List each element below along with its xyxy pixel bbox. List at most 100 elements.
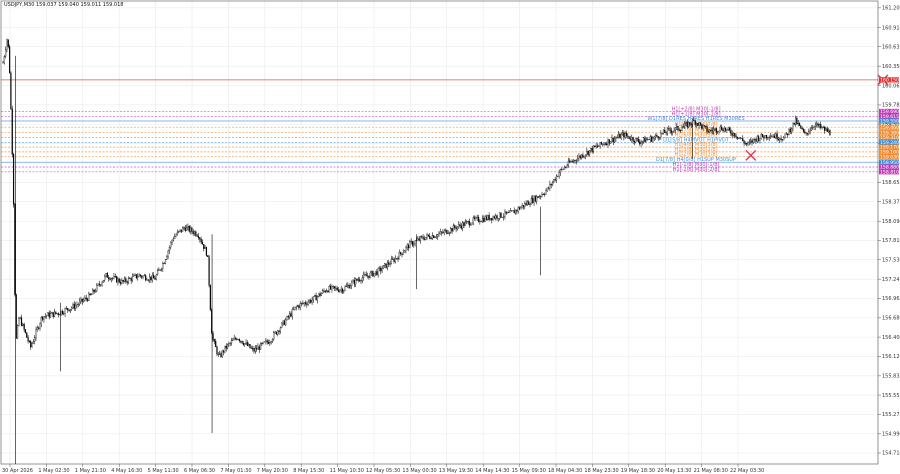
candle-body [657,136,659,139]
candle-body [484,216,486,222]
candle-body [12,154,15,205]
candle-body [689,122,691,125]
level-label: H1[+1/8] M30[-1/8] [671,112,720,118]
level-label: H1[+2/8] M30[-1/8] [671,106,720,112]
candle-body [559,169,562,173]
candle-body [347,285,349,287]
candle-body [76,304,78,306]
candle-body [709,129,711,133]
y-tick-label: 156.400 [882,335,900,341]
candle-body [330,286,332,290]
candle-body [588,150,591,155]
candle-body [86,298,89,301]
x-tick-label: 20 May 13:30 [657,468,691,474]
candle-body [228,343,230,345]
candle-body [162,263,164,269]
candle-body [677,126,679,131]
candle-body [558,172,560,177]
candle-body [67,308,69,311]
candle-body [212,333,214,340]
candle-body [283,320,285,325]
candle-body [209,285,211,310]
candle-body [402,252,404,255]
candle-body [579,155,581,158]
candle-body [736,136,739,139]
candle-body [138,274,140,277]
candle-body [131,276,134,281]
candle-body [11,108,13,155]
candle-body [303,302,305,304]
candle-body [587,150,589,155]
candle-body [236,338,238,340]
candle-body [550,183,552,186]
candle-body [489,217,492,220]
candle-body [706,126,708,132]
candle-body [719,126,721,132]
candle-body [127,278,130,283]
candle-body [791,128,793,133]
candle-body [693,119,695,121]
candle-body [722,129,724,132]
candle-body [641,140,643,143]
candle-body [355,278,357,285]
candle-body [164,259,167,264]
candle-body [713,129,715,132]
candle-body [117,278,119,283]
candle-body [171,240,173,243]
candle-body [826,128,828,132]
candle-body [308,300,311,303]
candle-body [14,204,16,295]
candle-body [604,143,606,145]
candle-body [809,130,811,132]
candle-body [538,196,540,198]
candle-body [764,135,766,139]
candle-body [267,342,270,344]
price-tag [879,124,899,130]
candle-body [429,235,431,239]
level-label: H1[3/8] M30[2/8] [674,147,717,153]
candle-body [121,280,123,284]
candle-body [204,247,206,249]
candle-body [259,343,262,350]
x-tick-label: 12 May 05:30 [366,468,400,474]
candle-body [84,297,86,301]
candle-body [368,275,370,278]
candle-body [810,127,813,131]
candle-body [277,330,279,335]
candle-body [545,190,547,195]
candle-body [610,141,612,144]
candle-body [286,315,288,321]
candle-body [583,155,585,158]
candle-body [197,236,200,238]
candle-body [24,329,27,333]
candle-body [3,56,5,63]
candle-body [427,234,429,237]
candle-body [699,122,702,125]
candle-body [582,154,584,158]
candle-body [473,217,476,219]
candle-body [61,310,64,314]
x-tick-label: 18 May 04:30 [548,468,582,474]
candle-body [464,221,466,226]
candle-body [258,346,260,350]
candle-body [765,135,768,139]
candle-body [38,327,40,329]
candle-body [640,142,642,145]
candle-body [30,341,32,348]
candle-body [637,138,639,142]
x-tick-label: 22 May 03:30 [730,468,764,474]
candle-body [413,243,415,246]
x-axis: 30 Apr 2026 1 May 02:30 1 May 21:30 4 May 1… [2,464,764,474]
candle-body [417,238,419,241]
candle-body [285,319,287,325]
candle-body [522,205,525,208]
candle-body [702,125,704,129]
candle-body [537,196,539,198]
candle-body [808,131,810,134]
candle-body [141,275,143,278]
candle-body [312,296,315,301]
candle-body [191,227,193,232]
candle-body [509,210,511,213]
candle-body [381,268,383,272]
candle-body [633,140,636,143]
